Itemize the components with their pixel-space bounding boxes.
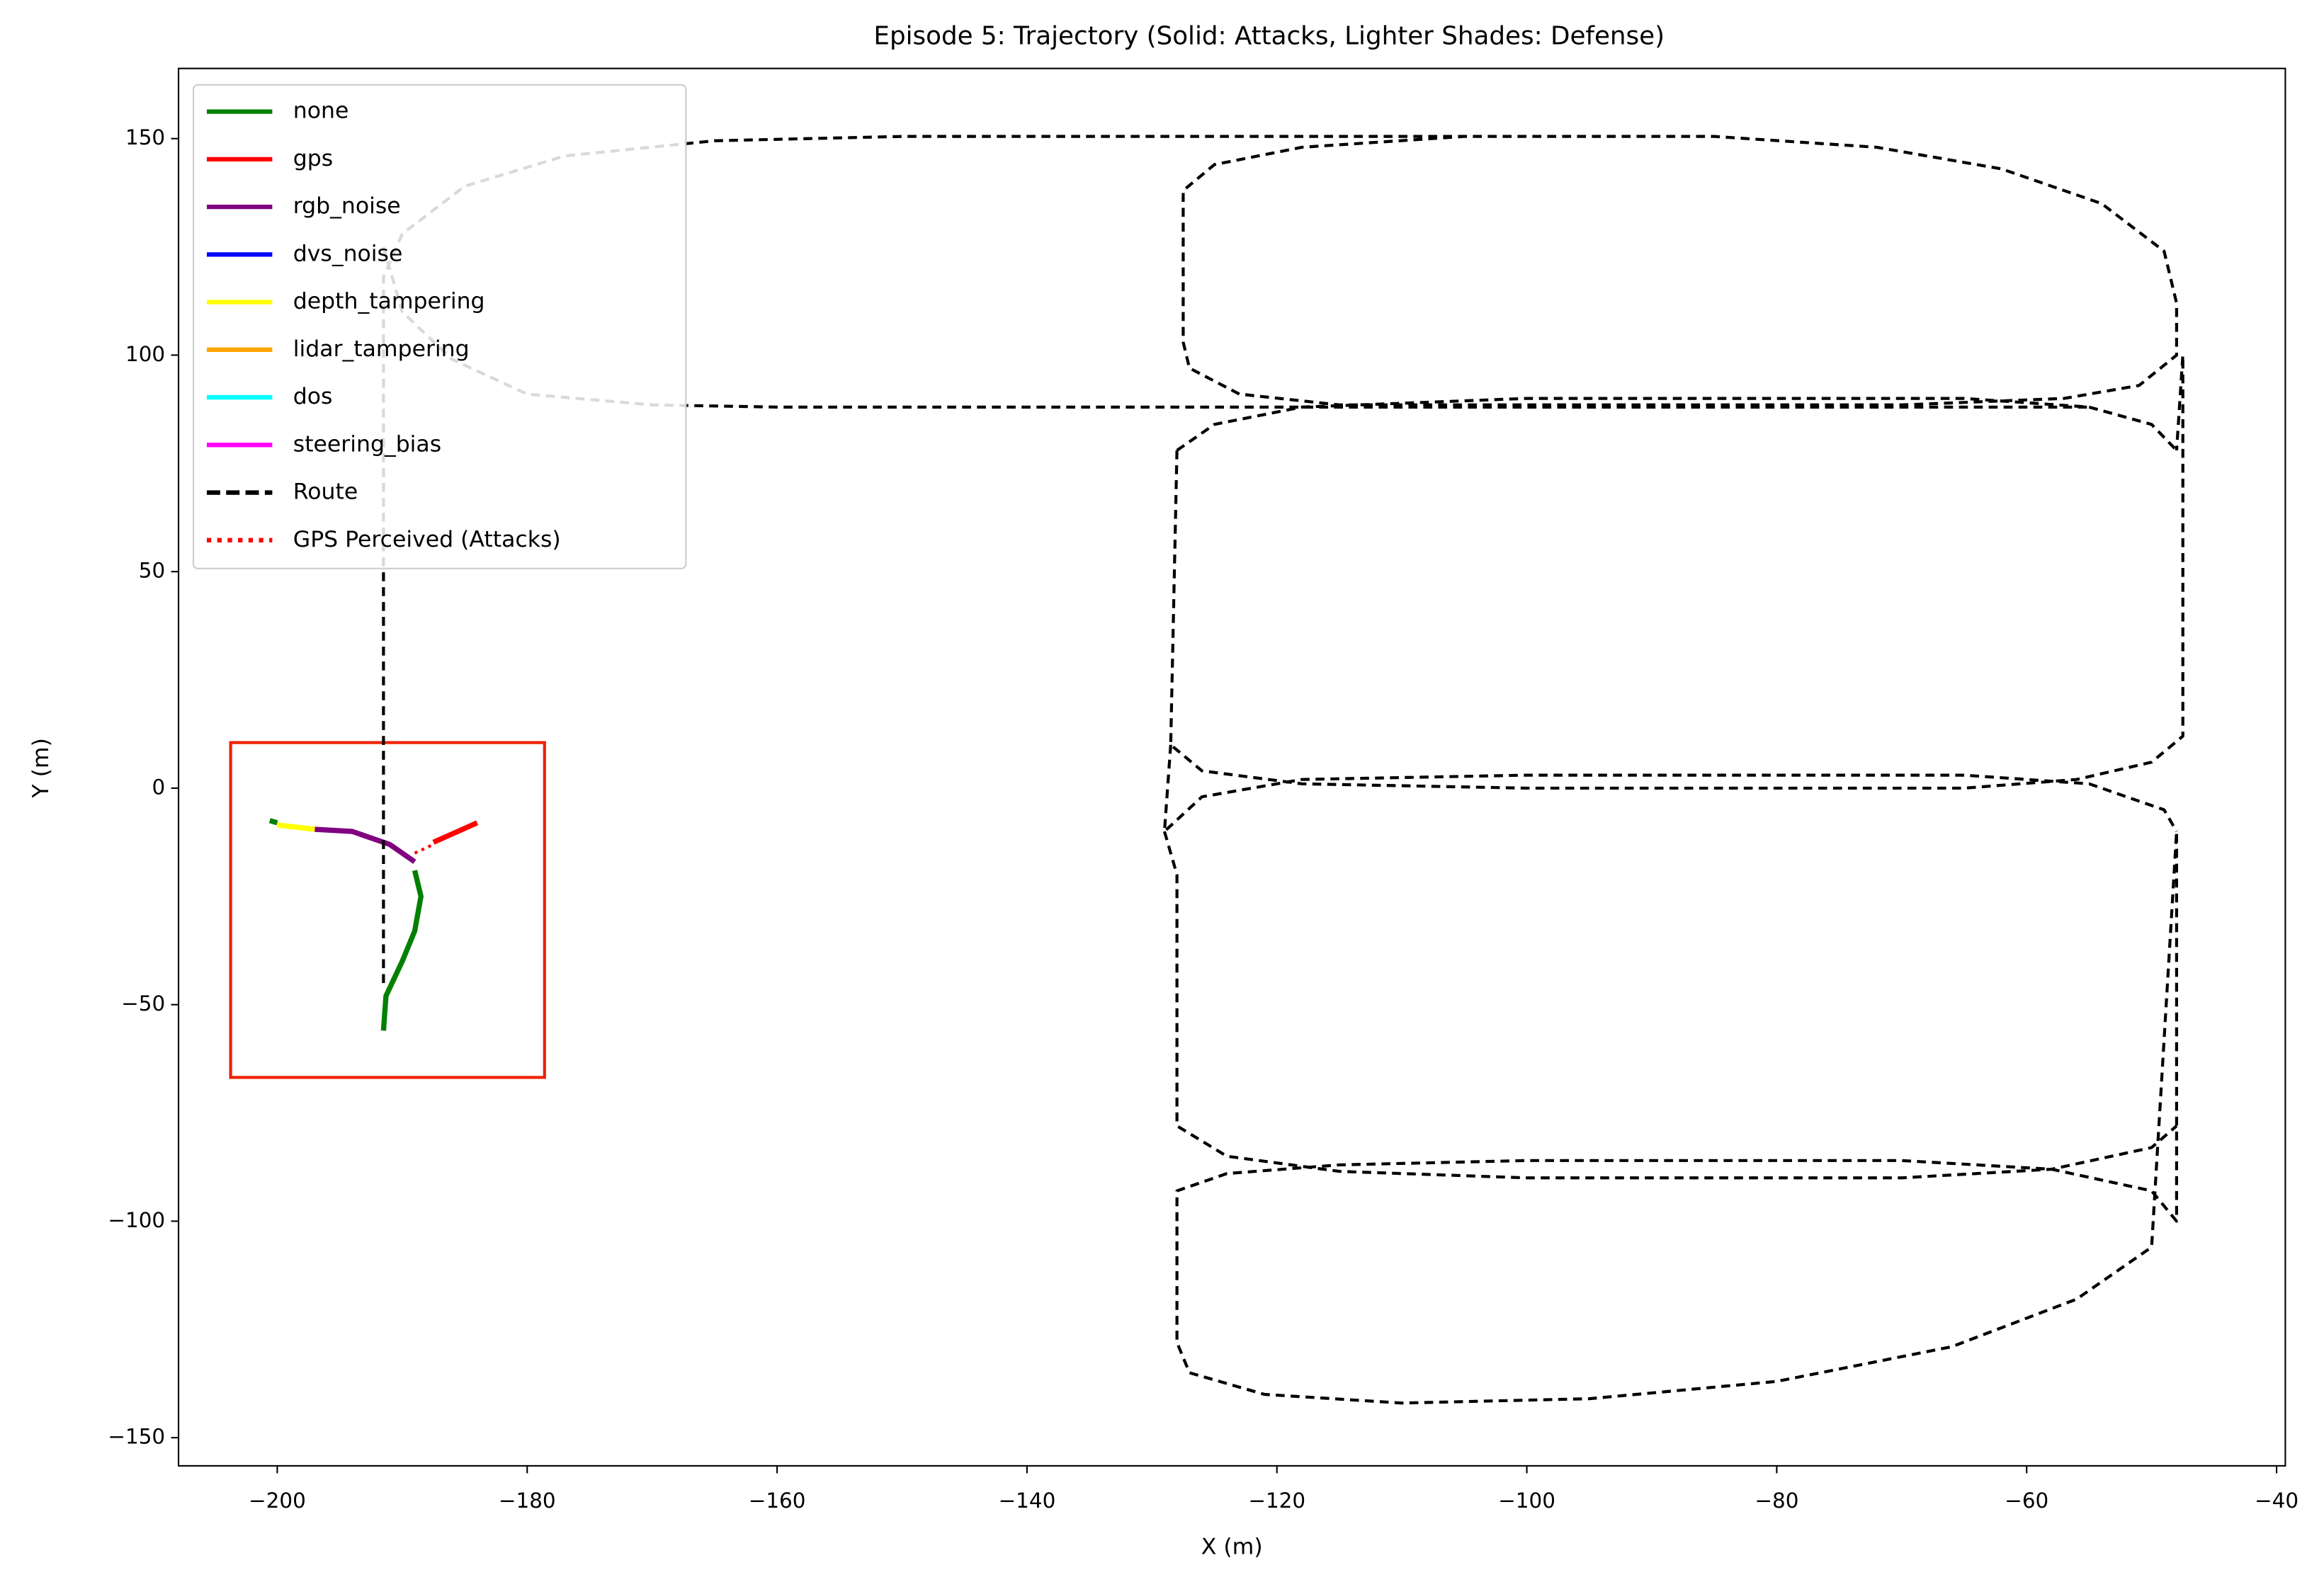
- series-line: [432, 820, 479, 845]
- legend-label: rgb_noise: [293, 193, 401, 219]
- y-tick-label: −150: [108, 1425, 165, 1449]
- legend-label: GPS Perceived (Attacks): [293, 527, 561, 552]
- legend-box: [193, 84, 687, 569]
- x-tick-label: −180: [499, 1489, 556, 1513]
- x-tick-label: −40: [2255, 1489, 2299, 1513]
- series-line: [414, 843, 434, 855]
- y-tick-label: −50: [121, 991, 165, 1016]
- y-axis-label: Y (m): [28, 738, 54, 799]
- series-line: [277, 822, 315, 832]
- plot-frame: [178, 67, 2286, 1467]
- y-tick-label: 0: [152, 775, 165, 799]
- y-tick-label: −100: [108, 1208, 165, 1232]
- highlight-box: [229, 741, 546, 1079]
- x-tick-label: −200: [249, 1489, 306, 1513]
- legend-label: depth_tampering: [293, 289, 485, 314]
- x-axis-label: X (m): [1201, 1534, 1263, 1559]
- x-tick-label: −160: [749, 1489, 806, 1513]
- series-line: [268, 818, 424, 1031]
- legend-label: dos: [293, 384, 333, 409]
- x-tick-label: −120: [1248, 1489, 1305, 1513]
- legend-label: gps: [293, 146, 333, 171]
- x-tick-label: −140: [999, 1489, 1056, 1513]
- legend-label: Route: [293, 479, 358, 505]
- legend-label: dvs_noise: [293, 241, 403, 266]
- x-tick-label: −100: [1498, 1489, 1555, 1513]
- y-tick-label: 100: [125, 342, 165, 366]
- chart-title: Episode 5: Trajectory (Solid: Attacks, L…: [873, 22, 1665, 51]
- legend-label: none: [293, 98, 349, 124]
- legend-label: steering_bias: [293, 431, 441, 457]
- legend-label: lidar_tampering: [293, 336, 470, 362]
- x-tick-label: −80: [1755, 1489, 1798, 1513]
- x-tick-label: −60: [2005, 1489, 2048, 1513]
- y-tick-label: 50: [139, 559, 165, 583]
- series-line: [382, 135, 2184, 1405]
- y-tick-label: 150: [125, 125, 165, 149]
- series-line: [314, 826, 416, 864]
